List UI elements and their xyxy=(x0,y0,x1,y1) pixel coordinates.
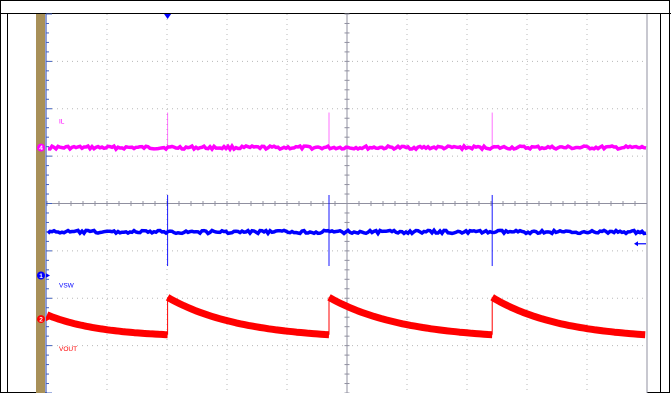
channel-marker-arrow xyxy=(46,316,50,322)
channel-marker-2: 2 xyxy=(37,315,50,324)
il-line xyxy=(47,142,647,153)
left-scale-bar xyxy=(36,14,45,393)
channel-marker-4: 4 xyxy=(37,143,45,152)
channel-marker-circle xyxy=(37,271,45,280)
trigger-level-arrowhead xyxy=(634,241,638,247)
trigger-level-marker xyxy=(634,241,646,247)
trigger-position-marker xyxy=(164,14,172,19)
channel-markers: 4 IL 1 VSW 2 VOUT xyxy=(37,14,646,353)
trace-vout xyxy=(45,294,646,339)
vsw-line xyxy=(46,227,647,237)
channel-marker-number: 4 xyxy=(39,145,43,152)
channel-marker-circle xyxy=(37,315,45,324)
traces xyxy=(45,112,647,339)
trace-vsw xyxy=(46,194,647,267)
vout-segment xyxy=(165,294,330,339)
channel-marker-circle xyxy=(37,143,45,152)
series-label-vsw: VSW xyxy=(59,283,75,290)
channel-marker-1: 1 xyxy=(37,271,50,280)
channel-marker-arrow xyxy=(46,273,50,278)
series-label-il: IL xyxy=(59,119,65,126)
vout-segment xyxy=(327,294,493,339)
series-label-vout: VOUT xyxy=(59,346,77,353)
vout-segment xyxy=(490,294,646,339)
vout-segment xyxy=(45,311,169,339)
channel-marker-number: 1 xyxy=(39,273,43,280)
trace-il xyxy=(47,112,647,153)
channel-marker-number: 2 xyxy=(39,317,43,324)
